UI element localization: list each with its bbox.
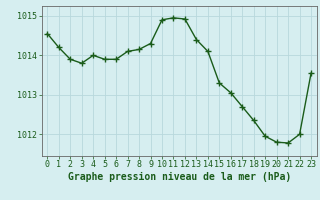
X-axis label: Graphe pression niveau de la mer (hPa): Graphe pression niveau de la mer (hPa)	[68, 172, 291, 182]
